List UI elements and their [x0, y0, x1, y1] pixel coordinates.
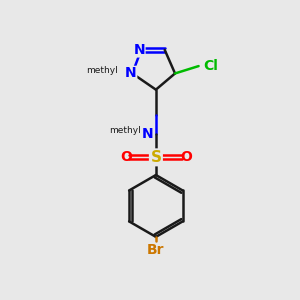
Text: O: O [120, 150, 132, 164]
Text: Br: Br [147, 243, 165, 257]
Text: O: O [180, 150, 192, 164]
Text: N: N [133, 43, 145, 57]
Text: methyl: methyl [110, 126, 141, 135]
Text: N: N [125, 66, 137, 80]
Text: Cl: Cl [203, 59, 218, 73]
Text: N: N [141, 127, 153, 141]
Text: methyl: methyl [86, 66, 118, 75]
Text: S: S [150, 150, 161, 165]
